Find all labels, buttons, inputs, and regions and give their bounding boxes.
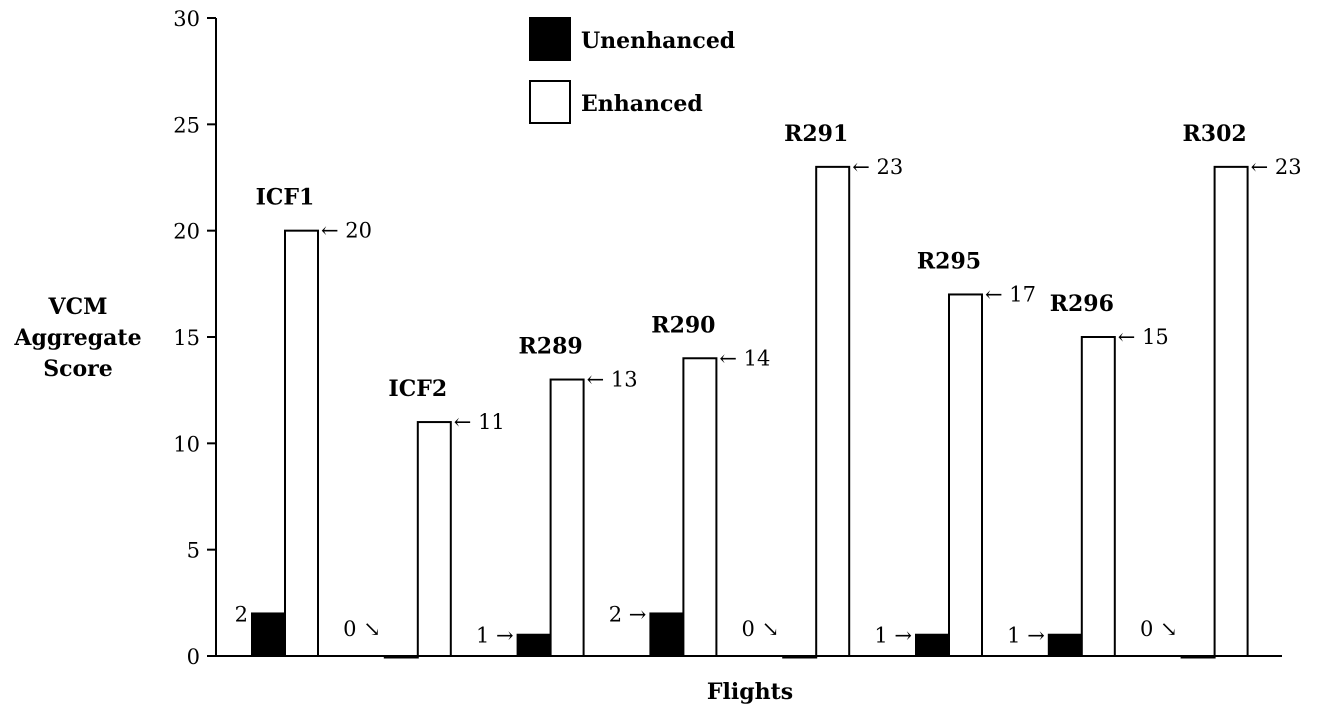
- legend-label-unenhanced: Unenhanced: [581, 28, 735, 54]
- x-axis-title: Flights: [707, 679, 793, 705]
- enhanced-bar: [284, 229, 319, 658]
- y-axis-title-line: Aggregate: [13, 325, 141, 351]
- unenhanced-bar: [1047, 633, 1083, 658]
- enhanced-bar: [948, 293, 983, 657]
- unenhanced-bar: [649, 612, 685, 658]
- enhanced-bar: [1080, 336, 1116, 657]
- enhanced-value-label: ← 23: [852, 155, 903, 179]
- unenhanced-bar: [915, 633, 950, 658]
- legend-label-enhanced: Enhanced: [581, 91, 703, 117]
- unenhanced-value-label: 0 ↘: [343, 617, 381, 641]
- category-label: R302: [1182, 121, 1246, 147]
- unenhanced-bar: [782, 655, 818, 659]
- enhanced-value-label: ← 13: [587, 368, 638, 392]
- enhanced-value-label: ← 17: [985, 282, 1036, 306]
- y-tick-label: 15: [173, 326, 200, 350]
- enhanced-value-label: ← 23: [1251, 155, 1302, 179]
- enhanced-value-label: ← 11: [454, 410, 505, 434]
- y-tick-label: 10: [173, 432, 200, 456]
- category-label: ICF2: [388, 376, 447, 402]
- category-label: R295: [917, 248, 981, 274]
- enhanced-value-label: ← 20: [321, 219, 372, 243]
- legend-swatch-enhanced: [529, 80, 571, 124]
- enhanced-value-label: ← 15: [1118, 325, 1169, 349]
- category-label: ICF1: [256, 185, 315, 211]
- y-axis-title: VCM Aggregate Score: [13, 294, 141, 382]
- unenhanced-value-label: 0 ↘: [1140, 617, 1178, 641]
- unenhanced-value-label: 1 →: [1007, 624, 1045, 648]
- enhanced-bar: [549, 378, 585, 657]
- category-label: R289: [518, 334, 582, 360]
- y-tick-label: 0: [187, 645, 200, 669]
- enhanced-bar: [1213, 165, 1249, 657]
- category-label: R290: [651, 312, 715, 338]
- unenhanced-value-label: 2: [235, 602, 248, 626]
- y-tick-label: 20: [173, 220, 200, 244]
- enhanced-bar: [815, 165, 851, 657]
- enhanced-value-label: ← 14: [719, 346, 770, 370]
- y-tick-label: 30: [173, 7, 200, 31]
- y-tick-label: 5: [187, 539, 200, 563]
- unenhanced-bar: [251, 612, 286, 658]
- unenhanced-value-label: 2 →: [609, 602, 647, 626]
- unenhanced-value-label: 1 →: [476, 624, 514, 648]
- category-label: R296: [1050, 291, 1114, 317]
- unenhanced-value-label: 1 →: [874, 624, 912, 648]
- category-label: R291: [784, 121, 848, 147]
- enhanced-bar: [416, 421, 452, 658]
- unenhanced-value-label: 0 ↘: [742, 617, 780, 641]
- unenhanced-bar: [383, 655, 419, 659]
- enhanced-bar: [682, 357, 718, 657]
- y-tick-label: 25: [173, 113, 200, 137]
- y-axis-title-line: Score: [43, 356, 113, 382]
- legend-swatch-unenhanced: [529, 17, 571, 61]
- unenhanced-bar: [516, 633, 552, 658]
- unenhanced-bar: [1180, 655, 1216, 659]
- y-axis-title-line: VCM: [48, 294, 108, 320]
